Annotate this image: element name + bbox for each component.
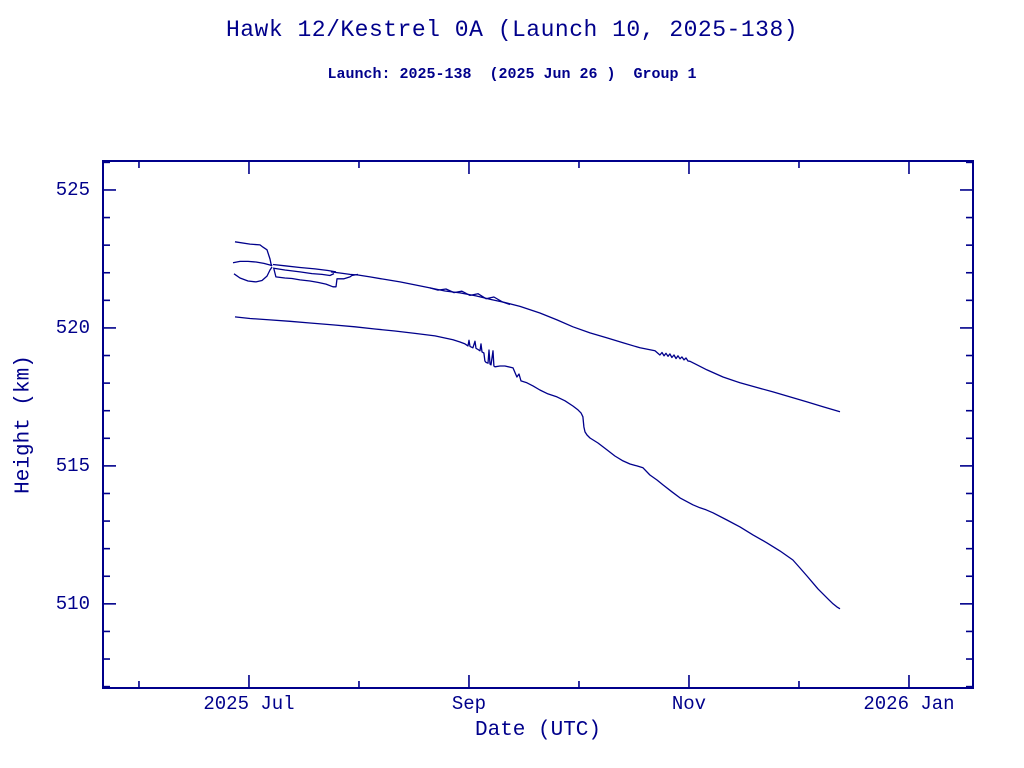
plot-box (102, 160, 974, 689)
series-upper-start-loop-bottom (233, 266, 273, 283)
y-tick-label: 510 (55, 592, 90, 615)
y-tick-label: 515 (55, 454, 90, 477)
series-upper-track (330, 271, 841, 413)
series-upper-branch-a (272, 263, 337, 273)
chart-title: Hawk 12/Kestrel 0A (Launch 10, 2025-138) (225, 17, 799, 43)
series-lower-track (234, 316, 841, 610)
y-tick-label: 520 (55, 316, 90, 339)
x-tick-label: Nov (671, 693, 707, 715)
x-tick-label: 2025 Jul (203, 693, 295, 715)
series-upper-track-overlap (429, 287, 511, 306)
chart-subtitle: Launch: 2025-138 (2025 Jun 26 ) Group 1 (327, 66, 697, 83)
series-upper-branch-b (272, 267, 335, 277)
y-axis-label: Height (km) (12, 355, 36, 494)
series-upper-start-drop (234, 241, 273, 267)
x-tick-label: 2026 Jan (863, 693, 955, 715)
series-upper-start-loop-top (232, 260, 273, 267)
x-tick-label: Sep (451, 693, 487, 715)
series-upper-branch-c-steps (273, 268, 359, 288)
x-axis-label: Date (UTC) (474, 719, 602, 742)
y-tick-label: 525 (55, 178, 90, 201)
